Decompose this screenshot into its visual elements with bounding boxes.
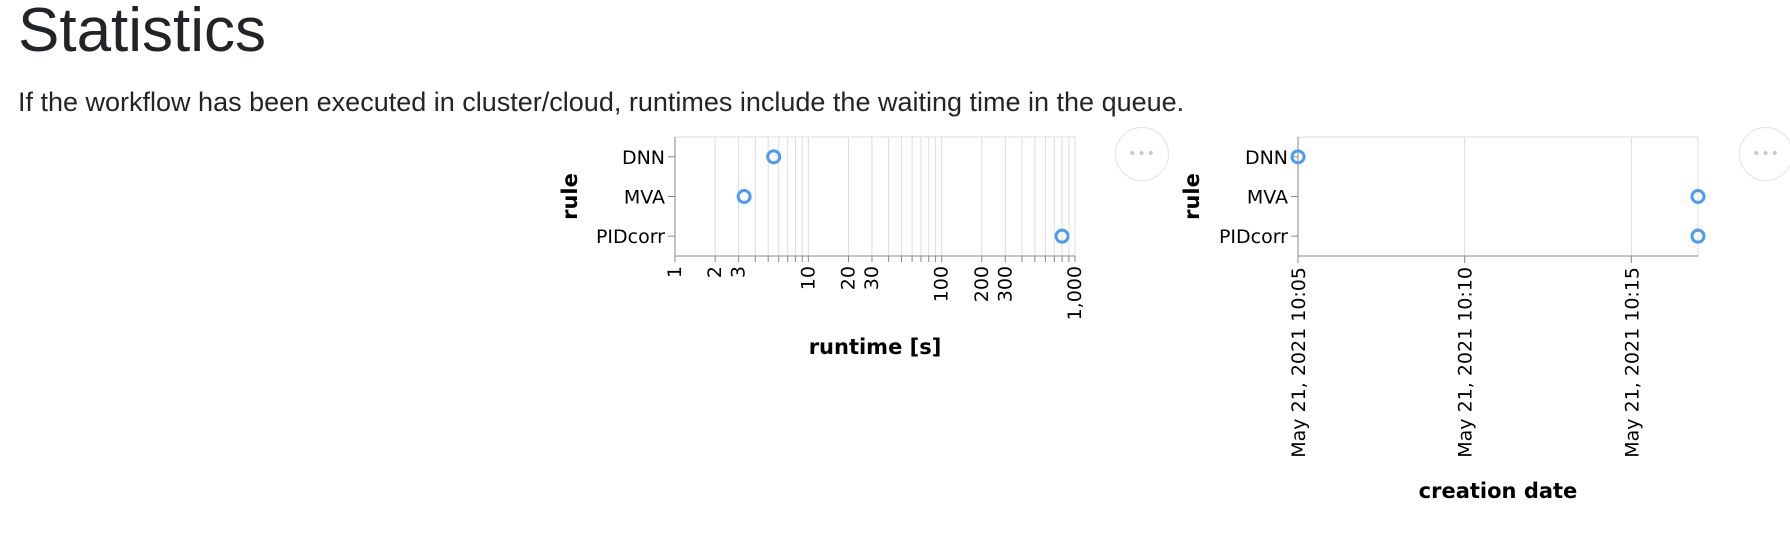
x-tick-label: 100 [931, 266, 953, 302]
x-tick-label: May 21, 2021 10:15 [1621, 267, 1643, 458]
x-tick-label: 300 [994, 266, 1016, 302]
x-tick-label: 200 [971, 266, 993, 302]
data-point-mva [1690, 189, 1706, 204]
chart-actions-button-creation-date[interactable]: ••• [1739, 127, 1790, 181]
data-point-pidcorr [1690, 228, 1706, 244]
x-tick-label: May 21, 2021 10:10 [1455, 267, 1477, 458]
y-tick-label: PIDcorr [1219, 226, 1288, 248]
x-tick-label: 3 [728, 266, 750, 278]
x-tick-label: 1 [664, 266, 686, 278]
x-axis-title: runtime [s] [809, 335, 942, 359]
y-tick-label: MVA [1247, 187, 1288, 209]
more-horizontal-icon: ••• [1752, 146, 1780, 162]
chart-actions-button-runtime[interactable]: ••• [1115, 127, 1169, 181]
x-tick-label: 30 [861, 266, 883, 290]
plot-area-date [1297, 136, 1699, 257]
x-tick-label: 20 [837, 266, 859, 290]
data-point-dnn [766, 149, 782, 165]
intro-text: If the workflow has been executed in clu… [18, 87, 1185, 117]
x-tick-label: 2 [704, 266, 726, 278]
y-tick-label: DNN [622, 147, 665, 169]
x-tick-label: May 21, 2021 10:05 [1288, 267, 1310, 458]
x-axis-title: creation date [1419, 479, 1578, 503]
y-tick-label: PIDcorr [596, 226, 665, 248]
data-point-pidcorr [1054, 228, 1070, 244]
data-point-dnn [1290, 149, 1306, 165]
more-horizontal-icon: ••• [1128, 146, 1156, 162]
page-title: Statistics [18, 0, 267, 65]
y-axis-title: rule [1180, 173, 1204, 220]
data-point-mva [736, 189, 752, 204]
y-tick-label: MVA [624, 187, 665, 209]
y-axis-title: rule [558, 173, 582, 220]
y-tick-label: DNN [1245, 147, 1288, 169]
x-tick-label: 1,000 [1064, 266, 1086, 320]
plot-area-runtime [675, 137, 1075, 256]
x-tick-label: 10 [797, 266, 819, 290]
